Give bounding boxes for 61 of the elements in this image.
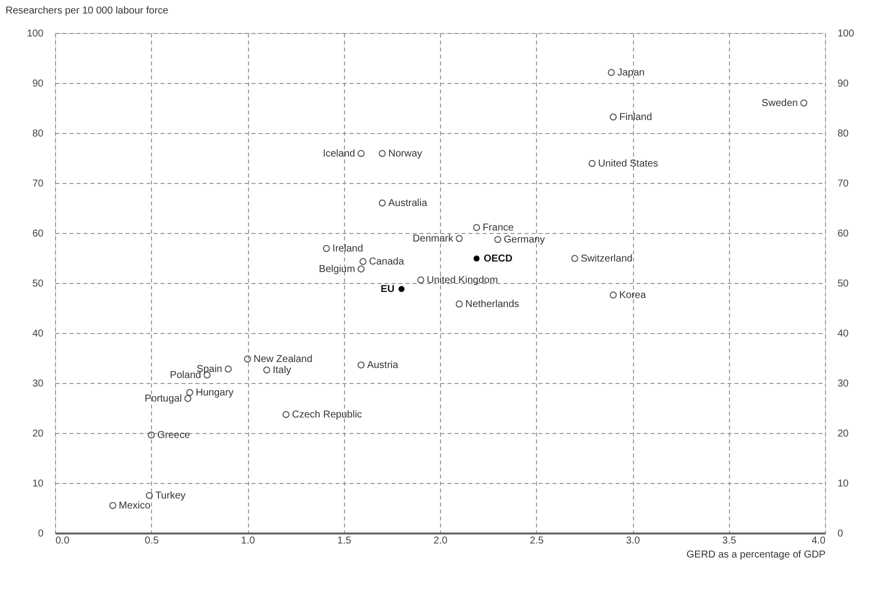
x-tick-label: 2.5 — [530, 536, 544, 546]
annotation: United Kingdom — [426, 275, 498, 286]
annotation: United States — [598, 158, 658, 170]
y2-tick-label: 0 — [838, 528, 844, 540]
annotation: Canada — [369, 256, 404, 268]
y-tick-label: 10 — [32, 478, 44, 490]
y2-tick-label: 30 — [838, 378, 850, 390]
annotation: Sweden — [762, 98, 798, 109]
y-tick-label: 100 — [26, 28, 44, 40]
annotation: Italy — [272, 365, 292, 376]
annotation: Finland — [619, 112, 652, 123]
annotation: Greece — [157, 430, 190, 441]
y2-tick-label: 50 — [838, 278, 850, 290]
annotation: Norway — [388, 148, 422, 160]
y-tick-label: 0 — [38, 528, 44, 540]
x-tick-label: 0.0 — [56, 536, 70, 546]
annotation: France — [482, 222, 514, 234]
annotation: Netherlands — [465, 299, 520, 310]
annotation: Switzerland — [580, 254, 632, 264]
x-axis-title: GERD as a percentage of GDP — [686, 550, 826, 560]
annotation: Korea — [619, 290, 646, 301]
x-tick-label: 3.0 — [626, 536, 640, 546]
x-tick-label: 4.0 — [812, 536, 826, 546]
y-tick-label: 90 — [32, 78, 44, 90]
y2-tick-label: 80 — [838, 128, 850, 140]
y-tick-label: 80 — [32, 128, 44, 140]
annotation: Ireland — [332, 244, 364, 254]
y-axis-title: Researchers per 10 000 labour force — [6, 6, 169, 16]
annotation: OECD — [484, 254, 512, 264]
y2-tick-label: 60 — [838, 228, 850, 240]
annotation: Iceland — [322, 148, 356, 160]
y2-tick-label: 70 — [838, 178, 850, 190]
annotation: Belgium — [318, 264, 356, 275]
x-tick-label: 3.5 — [722, 536, 737, 546]
annotation: Hungary — [196, 388, 234, 398]
y-tick-label: 30 — [32, 378, 44, 390]
annotation: New Zealand — [254, 354, 312, 365]
annotation: Austria — [367, 360, 399, 371]
y-tick-label: 70 — [32, 178, 44, 190]
y2-tick-label: 10 — [838, 478, 850, 490]
annotation: Turkey — [155, 490, 186, 502]
y2-tick-label: 20 — [838, 428, 850, 440]
annotation: Portugal — [144, 394, 182, 404]
annotation: EU — [380, 284, 394, 295]
annotation: Australia — [388, 198, 428, 209]
x-tick-label: 2.0 — [434, 536, 448, 546]
y-tick-label: 20 — [32, 428, 44, 440]
y-tick-label: 50 — [32, 278, 44, 290]
y2-tick-label: 40 — [838, 328, 850, 340]
x-tick-label: 0.5 — [144, 536, 160, 546]
y2-tick-label: 90 — [838, 78, 850, 90]
y2-tick-label: 100 — [838, 28, 855, 40]
y-tick-label: 40 — [32, 328, 44, 340]
annotation: Japan — [617, 68, 645, 78]
annotation: Germany — [504, 234, 545, 246]
y-tick-label: 60 — [32, 228, 44, 240]
annotation: Czech Republic — [292, 410, 362, 420]
x-tick-label: 1.0 — [241, 536, 256, 546]
annotation: Denmark — [412, 234, 454, 244]
annotation: Mexico — [118, 500, 151, 512]
x-tick-label: 1.5 — [337, 536, 352, 546]
